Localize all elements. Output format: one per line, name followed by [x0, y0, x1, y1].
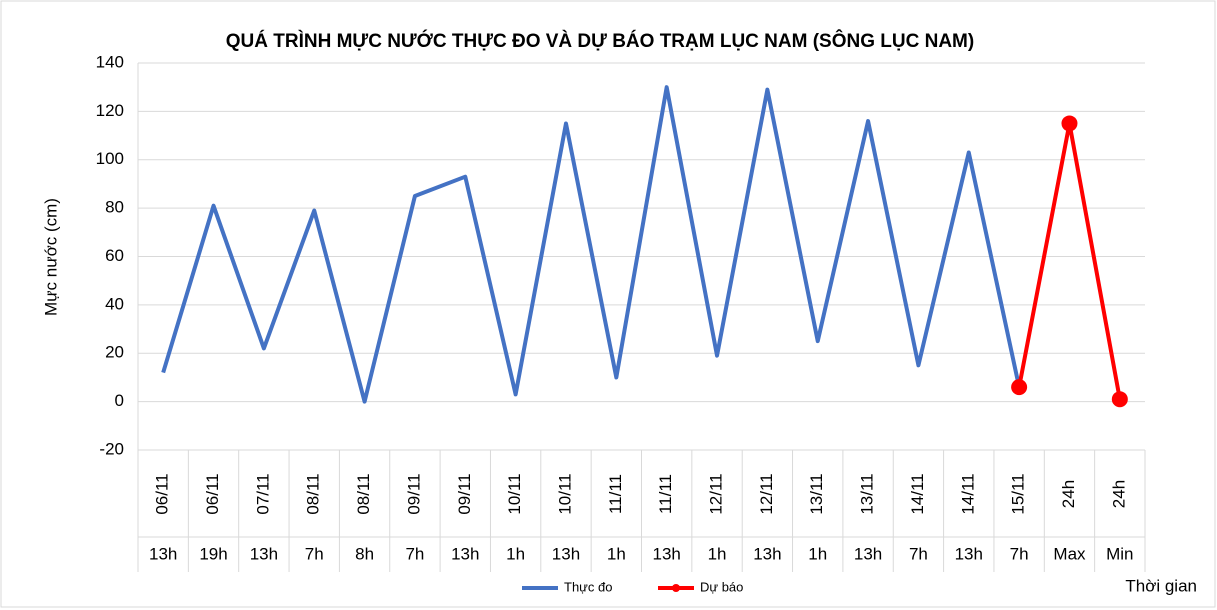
legend-label: Dự báo	[700, 579, 743, 594]
x-sub-tick-label: 1h	[808, 544, 827, 563]
x-tick-label: 06/11	[153, 473, 172, 514]
x-tick-label: 09/11	[404, 473, 423, 514]
x-sub-tick-label: 1h	[506, 544, 525, 563]
x-tick-label: 13/11	[858, 473, 877, 514]
x-sub-tick-label: 1h	[607, 544, 626, 563]
chart-title: QUÁ TRÌNH MỰC NƯỚC THỰC ĐO VÀ DỰ BÁO TRẠ…	[226, 30, 974, 52]
x-tick-label: 13/11	[807, 473, 826, 514]
x-sub-tick-label: 7h	[909, 544, 928, 563]
x-sub-tick-label: 7h	[405, 544, 424, 563]
x-sub-tick-label: 13h	[854, 544, 882, 563]
x-tick-label: 06/11	[203, 473, 222, 514]
y-tick-label: 0	[115, 391, 124, 410]
y-tick-label: 40	[105, 294, 124, 313]
x-axis-label: Thời gian	[1125, 576, 1197, 595]
legend-label: Thực đo	[564, 579, 612, 594]
x-tick-label: 24h	[1109, 480, 1128, 508]
y-tick-label: 60	[105, 246, 124, 265]
x-tick-label: 12/11	[757, 473, 776, 514]
x-tick-label: 08/11	[304, 473, 323, 514]
legend-marker	[672, 584, 680, 592]
x-sub-tick-label: 13h	[753, 544, 781, 563]
series-marker	[1061, 115, 1078, 132]
series-line	[161, 85, 1022, 404]
x-sub-tick-label: 13h	[955, 544, 983, 563]
x-tick-label: 11/11	[606, 474, 625, 514]
x-sub-tick-label: 13h	[652, 544, 680, 563]
x-sub-tick-label: 13h	[149, 544, 177, 563]
x-tick-label: 14/11	[958, 473, 977, 514]
x-tick-label: 10/11	[555, 473, 574, 514]
y-tick-label: 80	[105, 198, 124, 217]
x-tick-label: 14/11	[908, 473, 927, 514]
x-tick-label: 12/11	[707, 473, 726, 514]
x-sub-tick-label: 7h	[1010, 544, 1029, 563]
x-sub-tick-label: 13h	[250, 544, 278, 563]
y-tick-label: 20	[105, 343, 124, 362]
x-tick-label: 07/11	[253, 473, 272, 514]
x-sub-tick-label: 19h	[199, 544, 227, 563]
series-marker	[1111, 391, 1128, 408]
y-axis-label: Mực nước (cm)	[41, 198, 60, 316]
x-sub-tick-label: 7h	[305, 544, 324, 563]
x-tick-label: 24h	[1059, 480, 1078, 508]
x-tick-label: 10/11	[505, 473, 524, 514]
x-sub-tick-label: Max	[1053, 544, 1086, 563]
x-tick-label: 08/11	[354, 473, 373, 514]
x-sub-tick-label: 8h	[355, 544, 374, 563]
x-tick-label: 15/11	[1009, 473, 1028, 514]
series-marker	[1011, 379, 1028, 396]
x-sub-tick-label: 13h	[451, 544, 479, 563]
x-tick-label: 11/11	[656, 474, 675, 514]
x-sub-tick-label: Min	[1106, 544, 1133, 563]
x-sub-tick-label: 1h	[708, 544, 727, 563]
y-tick-label: 120	[96, 101, 124, 120]
y-tick-label: 140	[96, 52, 124, 71]
y-tick-label: -20	[99, 439, 124, 458]
x-sub-tick-label: 13h	[552, 544, 580, 563]
x-tick-label: 09/11	[455, 473, 474, 514]
y-tick-label: 100	[96, 149, 124, 168]
